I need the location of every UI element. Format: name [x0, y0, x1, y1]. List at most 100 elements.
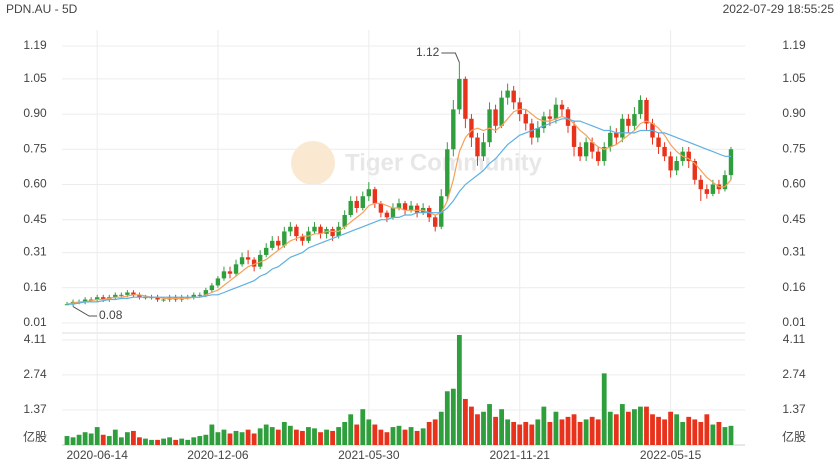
volume-bar [318, 432, 323, 445]
candle-body [620, 118, 625, 138]
candle-body [257, 254, 263, 267]
volume-bar [390, 427, 396, 445]
x-tick-label: 2021-11-21 [489, 448, 550, 462]
candle-body [276, 240, 281, 246]
candle-body [493, 109, 498, 126]
volume-bar [336, 427, 342, 445]
candle-body [101, 297, 106, 300]
volume-bar [553, 411, 559, 445]
volume-bar [577, 421, 583, 445]
volume-bar [638, 406, 643, 445]
candle-body [662, 146, 667, 157]
volume-bar [408, 427, 414, 445]
candle-body [686, 151, 691, 162]
volume-bar [481, 411, 486, 445]
candle-body [463, 78, 468, 119]
volume-bar [70, 437, 76, 445]
candle-body [469, 118, 474, 138]
volume-bar [360, 409, 366, 445]
volume-unit: 亿股 [23, 429, 47, 444]
volume-bar [426, 421, 432, 445]
volume-bar [444, 391, 450, 445]
candle-body [239, 257, 245, 265]
volume-bar [668, 411, 674, 445]
volume-bar [324, 429, 329, 445]
volume-bar [632, 409, 637, 445]
candle-body [384, 212, 390, 218]
volume-bar [499, 409, 505, 445]
candle-body [245, 257, 251, 260]
volume-bar [312, 428, 317, 445]
candle-body [119, 294, 124, 296]
watermark-text: Tiger Community [345, 149, 543, 176]
max-label: 1.12 [416, 45, 440, 59]
y-tick-label-right: 0.16 [782, 280, 806, 294]
candle-body [191, 294, 196, 298]
candle-body [203, 290, 209, 295]
candle-body [632, 114, 637, 126]
volume-bar [287, 425, 293, 445]
y-tick-label-right: 0.90 [782, 106, 806, 120]
volume-bar [456, 335, 462, 445]
candle-body [360, 196, 365, 208]
volume-bar [644, 406, 649, 445]
volume-tick-label-right: 2.74 [782, 367, 806, 381]
volume-bar [547, 421, 553, 445]
candle-body [312, 226, 317, 232]
volume-bar [529, 424, 535, 445]
volume-bar [227, 433, 233, 445]
watermark-logo [291, 141, 335, 185]
candle-body [282, 231, 287, 246]
candle-body [330, 229, 335, 237]
volume-bar [378, 429, 384, 445]
candle-body [487, 109, 492, 143]
volume-bar [251, 433, 257, 445]
candle-body [505, 90, 510, 98]
candle-body [728, 149, 734, 176]
volume-bar [281, 421, 287, 445]
candle-body [251, 259, 257, 267]
candle-body [94, 297, 100, 300]
volume-bar [559, 419, 565, 445]
candle-body [300, 236, 305, 241]
volume-bar [414, 430, 420, 445]
candle-body [692, 161, 697, 180]
volume-bar [541, 406, 547, 445]
y-tick-label-right: 1.19 [782, 38, 806, 52]
volume-bar [348, 414, 354, 445]
volume-bar [124, 432, 130, 445]
candle-body [396, 203, 402, 208]
candle-body [433, 217, 438, 227]
volume-bar [167, 437, 173, 445]
volume-bar [137, 437, 142, 445]
symbol-title: PDN.AU - 5D [6, 2, 78, 16]
candle-body [541, 116, 547, 129]
y-tick-label: 1.05 [23, 71, 47, 85]
y-tick-label-right: 1.05 [782, 71, 806, 85]
candle-body [475, 137, 480, 157]
candle-body [264, 247, 269, 255]
volume-bar [462, 398, 468, 445]
volume-bar [619, 404, 625, 445]
candle-body [227, 271, 233, 274]
volume-tick-label: 2.74 [23, 367, 47, 381]
volume-bar [595, 419, 601, 445]
volume-bar [203, 434, 209, 445]
candle-body [354, 200, 359, 208]
candle-body [82, 299, 88, 302]
volume-bar [82, 432, 88, 445]
volume-bar [64, 436, 70, 445]
x-tick-label: 2021-05-30 [338, 448, 400, 462]
candle-body [445, 149, 450, 197]
volume-bar [698, 421, 704, 445]
y-tick-label: 0.01 [23, 315, 47, 329]
candle-body [457, 78, 462, 110]
volume-bar [710, 424, 716, 445]
volume-bar [179, 438, 185, 445]
candle-body [288, 226, 293, 232]
candle-body [348, 200, 353, 216]
candle-body [209, 285, 215, 291]
candle-body [414, 205, 420, 213]
volume-bar [686, 416, 692, 445]
candle-body [710, 184, 716, 194]
